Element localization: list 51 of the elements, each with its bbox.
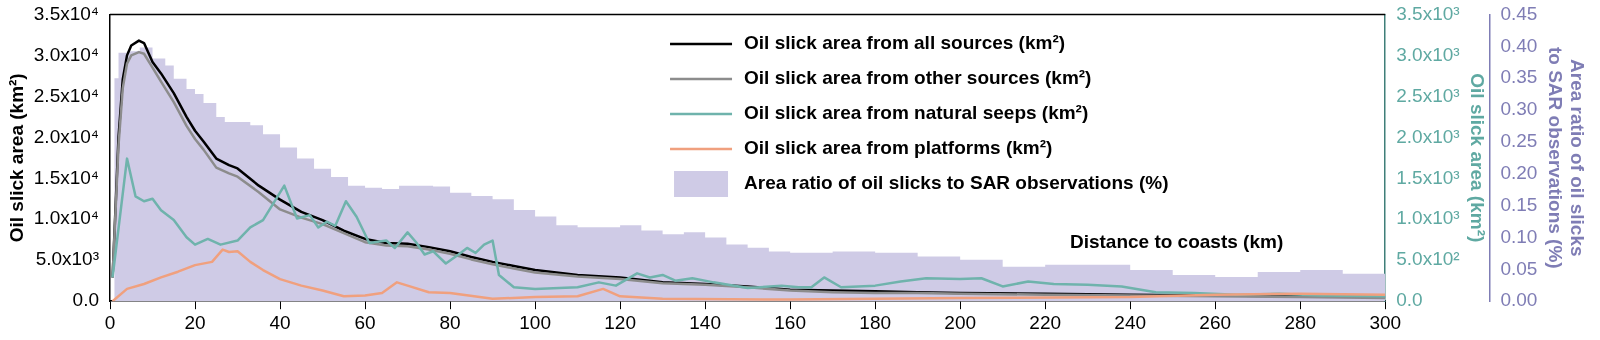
y3-tick-label: 0.05 (1500, 257, 1538, 279)
y-tick-label: 3.5x10⁴ (33, 2, 100, 24)
legend-label: Oil slick area from platforms (km²) (744, 137, 1053, 159)
x-tick-label: 200 (944, 311, 977, 333)
y-tick-label: 5.0x10³ (35, 248, 100, 270)
y3-tick-label: 0.20 (1500, 161, 1538, 183)
x-tick-label: 80 (439, 311, 461, 333)
y3-tick-label: 0.45 (1500, 2, 1538, 24)
x-tick-label: 240 (1114, 311, 1147, 333)
legend-label: Oil slick area from other sources (km²) (744, 67, 1092, 89)
x-tick-label: 120 (604, 311, 636, 333)
y-tick-label: 1.0x10⁴ (33, 207, 100, 229)
x-tick-label: 60 (354, 311, 376, 333)
x-axis-title: Distance to coasts (km) (1069, 231, 1284, 253)
y2-tick-label: 0.0 (1396, 289, 1423, 311)
x-tick-label: 0 (104, 311, 116, 333)
y3-tick-label: 0.25 (1500, 130, 1538, 152)
x-tick-label: 280 (1284, 311, 1317, 333)
y-tick-label: 2.5x10⁴ (33, 84, 100, 106)
y-tick-label: 0.0 (72, 289, 100, 311)
x-tick-label: 100 (519, 311, 551, 333)
y3-tick-label: 0.00 (1500, 289, 1538, 311)
x-tick-label: 180 (859, 311, 891, 333)
y2-tick-label: 1.5x10³ (1396, 166, 1460, 188)
legend-label: Area ratio of oil slicks to SAR observations (%) (744, 172, 1169, 194)
y2-axis-title: Oil slick area (km²) (1466, 73, 1488, 243)
y-tick-label: 1.5x10⁴ (33, 166, 100, 188)
y2-tick-label: 3.0x10³ (1396, 43, 1460, 65)
y3-tick-label: 0.15 (1500, 193, 1538, 215)
y-tick-label: 2.0x10⁴ (33, 125, 100, 147)
x-tick-label: 140 (689, 311, 721, 333)
legend-label: Oil slick area from natural seeps (km²) (744, 102, 1089, 124)
y2-tick-label: 5.0x10² (1396, 248, 1460, 270)
y-tick-label: 3.0x10⁴ (33, 43, 100, 65)
legend-label: Oil slick area from all sources (km²) (744, 32, 1066, 54)
y3-axis-title: Area ratio of oil slicks to SAR observations (%) (1544, 46, 1589, 269)
x-tick-label: 20 (184, 311, 206, 333)
y2-tick-label: 2.0x10³ (1396, 125, 1460, 147)
y2-tick-label: 3.5x10³ (1396, 2, 1460, 24)
x-tick-label: 160 (774, 311, 806, 333)
x-tick-label: 220 (1029, 311, 1062, 333)
x-tick-label: 300 (1369, 311, 1402, 333)
y2-tick-label: 2.5x10³ (1396, 84, 1460, 106)
y3-tick-label: 0.35 (1500, 66, 1538, 88)
y-axis-title: Oil slick area (km²) (5, 73, 27, 243)
y3-tick-label: 0.30 (1500, 98, 1538, 120)
y2-tick-label: 1.0x10³ (1396, 207, 1460, 229)
x-tick-label: 40 (269, 311, 291, 333)
y3-tick-label: 0.40 (1500, 34, 1538, 56)
y3-tick-label: 0.10 (1500, 225, 1538, 247)
x-tick-label: 260 (1199, 311, 1232, 333)
